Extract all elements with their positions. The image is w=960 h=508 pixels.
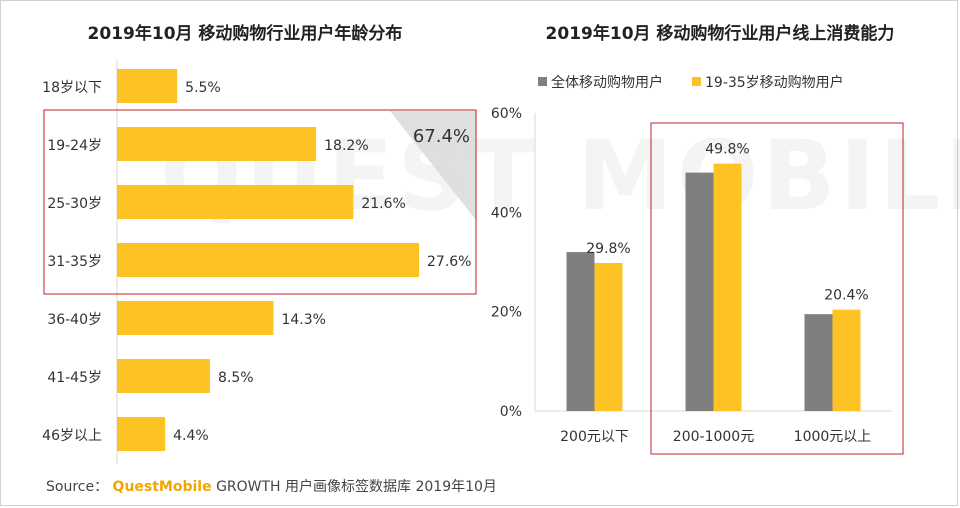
bar	[117, 127, 317, 161]
legend-swatch	[692, 77, 701, 86]
highlight-total-label: 67.4%	[413, 126, 470, 147]
y-tick-label: 40%	[491, 205, 522, 221]
source-text: GROWTH 用户画像标签数据库 2019年10月	[216, 479, 497, 495]
y-tick-label: 0%	[500, 404, 522, 420]
value-label: 4.4%	[173, 428, 209, 444]
category-label: 25-30岁	[47, 196, 102, 212]
bar	[117, 243, 419, 277]
value-label: 5.5%	[185, 80, 221, 96]
bar	[117, 69, 178, 103]
data-label: 29.8%	[586, 241, 630, 257]
legend-swatch	[538, 77, 547, 86]
value-label: 27.6%	[427, 254, 471, 270]
x-tick-label: 200元以下	[560, 429, 629, 445]
data-label: 49.8%	[705, 142, 749, 158]
value-label: 18.2%	[324, 138, 368, 154]
legend-label: 全体移动购物用户	[551, 74, 663, 91]
x-tick-label: 1000元以上	[794, 429, 872, 445]
value-label: 14.3%	[281, 312, 325, 328]
category-label: 36-40岁	[47, 312, 102, 328]
source-brand: QuestMobile	[112, 479, 212, 495]
bar	[117, 185, 354, 219]
y-tick-label: 60%	[491, 106, 522, 122]
y-tick-label: 20%	[491, 305, 522, 321]
highlight-triangle	[390, 111, 476, 220]
chart-title: 2019年10月 移动购物行业用户线上消费能力	[546, 23, 895, 44]
bar	[117, 417, 166, 451]
bar	[566, 252, 595, 411]
category-label: 31-35岁	[47, 254, 102, 270]
category-label: 41-45岁	[47, 370, 102, 386]
data-label: 20.4%	[824, 288, 868, 304]
chart-title: 2019年10月 移动购物行业用户年龄分布	[88, 23, 403, 44]
bar	[804, 314, 833, 411]
bar	[594, 262, 623, 411]
bar	[713, 163, 742, 411]
value-label: 8.5%	[218, 370, 254, 386]
category-label: 18岁以下	[42, 80, 102, 96]
category-label: 46岁以上	[42, 428, 102, 444]
legend-label: 19-35岁移动购物用户	[705, 74, 844, 91]
bar	[832, 309, 861, 411]
age-distribution-chart: 2019年10月 移动购物行业用户年龄分布 18岁以下 5.5% 19-24岁 18.2…	[42, 23, 477, 464]
bar	[685, 172, 714, 411]
bar	[117, 301, 274, 335]
x-tick-label: 200-1000元	[673, 429, 754, 445]
source-footer: Source： QuestMobile GROWTH 用户画像标签数据库 201…	[46, 476, 497, 496]
bar	[117, 359, 211, 393]
value-label: 21.6%	[361, 196, 405, 212]
category-label: 19-24岁	[47, 138, 102, 154]
highlight-box	[650, 122, 904, 455]
source-prefix: Source：	[46, 479, 109, 495]
highlight-box	[43, 109, 477, 295]
